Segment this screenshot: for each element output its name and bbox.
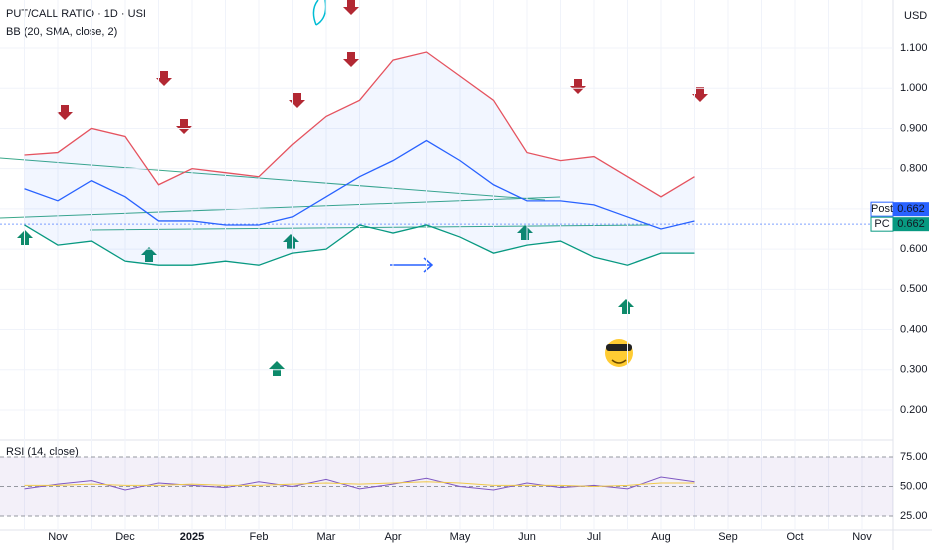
- y-tick-label: 0.200: [900, 404, 928, 416]
- y-tick-label: 0.400: [900, 323, 928, 335]
- price-label-value: 0.662: [897, 218, 925, 230]
- y-tick-label: 75.00: [900, 451, 928, 463]
- x-tick-label: Nov: [48, 531, 68, 543]
- x-tick-label: Mar: [317, 531, 336, 543]
- down-arrow: [176, 119, 192, 134]
- up-arrow: [283, 234, 299, 249]
- price-label-value: 0.662: [897, 203, 925, 215]
- rsi-label: RSI (14, close): [6, 446, 79, 458]
- currency-label: USD: [904, 10, 927, 22]
- x-tick-label: 2025: [180, 531, 204, 543]
- down-arrow: [343, 0, 359, 15]
- x-tick-label: Dec: [115, 531, 135, 543]
- y-tick-label: 0.800: [900, 163, 928, 175]
- y-tick-label: 1.100: [900, 42, 928, 54]
- down-arrow: [57, 105, 73, 120]
- y-tick-label: 50.00: [900, 480, 928, 492]
- down-arrow: [156, 71, 172, 86]
- x-tick-label: Jun: [518, 531, 536, 543]
- series-line: [24, 51, 695, 198]
- band-fill: [24, 52, 695, 266]
- chart-title: PUT/CALL RATIO · 1D · USI: [6, 8, 146, 20]
- x-tick-label: Oct: [786, 531, 803, 543]
- y-tick-label: 0.500: [900, 283, 928, 295]
- series-line: [24, 139, 695, 230]
- up-arrow: [141, 247, 157, 262]
- down-arrow: [570, 79, 586, 94]
- x-tick-label: Jul: [587, 531, 601, 543]
- y-tick-label: 0.300: [900, 364, 928, 376]
- y-tick-label: 1.000: [900, 82, 928, 94]
- down-arrow: [343, 52, 359, 67]
- x-tick-label: Apr: [384, 531, 401, 543]
- x-tick-label: May: [450, 531, 471, 543]
- up-arrow: [618, 299, 634, 314]
- x-tick-label: Sep: [718, 531, 738, 543]
- x-tick-label: Nov: [852, 531, 872, 543]
- x-tick-label: Feb: [250, 531, 269, 543]
- up-arrow: [517, 225, 533, 240]
- up-arrow: [269, 361, 285, 376]
- x-tick-label: Aug: [651, 531, 671, 543]
- series-line: [24, 224, 695, 266]
- price-label-box: [893, 217, 929, 232]
- price-label-box: [893, 202, 929, 217]
- indicator-label: BB (20, SMA, close, 2): [6, 26, 117, 38]
- series-line: [24, 481, 695, 488]
- y-tick-label: 0.900: [900, 122, 928, 134]
- price-label-name: PC: [874, 218, 889, 230]
- y-tick-label: 0.600: [900, 243, 928, 255]
- price-label-name: Post: [871, 203, 893, 215]
- y-tick-label: 25.00: [900, 510, 928, 522]
- down-arrow: [692, 87, 708, 102]
